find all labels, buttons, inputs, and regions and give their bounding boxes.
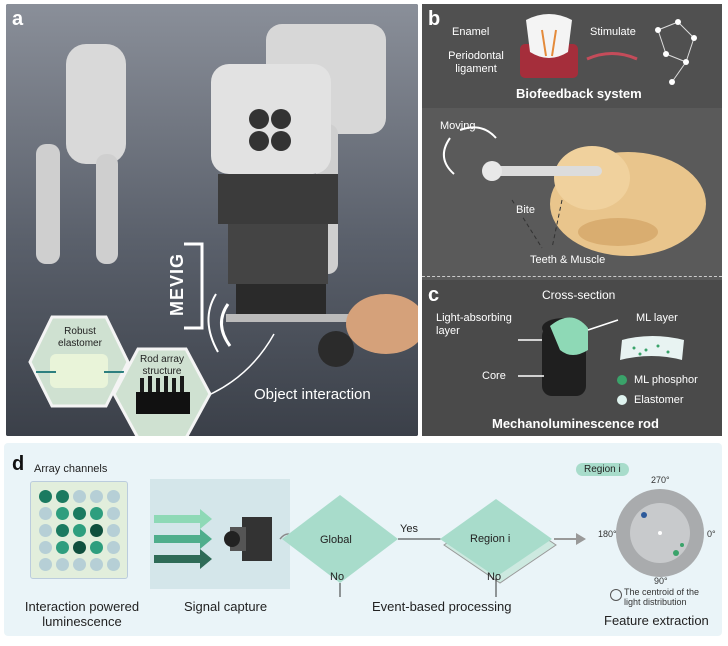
- signal-capture-label: Signal capture: [184, 599, 268, 614]
- array-channel: [56, 490, 69, 503]
- panel-c: c Cross-section Light-absorbing layer ML…: [422, 280, 722, 436]
- cross-section-label: Cross-section: [542, 288, 616, 302]
- tooth-illustration: [520, 14, 697, 85]
- elastomer-label: Elastomer: [634, 394, 684, 406]
- pipeline-diagram: [150, 479, 704, 597]
- ml-rod-illustration: [518, 317, 684, 405]
- region-diamond: [440, 499, 552, 577]
- angle-180: 180°: [598, 529, 617, 539]
- angle-0: 0°: [707, 529, 716, 539]
- biofeedback-title: Biofeedback system: [516, 86, 642, 101]
- array-channel: [107, 490, 120, 503]
- array-channel: [107, 558, 120, 571]
- array-channel: [56, 541, 69, 554]
- array-channel: [73, 490, 86, 503]
- core-label: Core: [482, 370, 506, 382]
- event-processing-label: Event-based processing: [372, 599, 512, 614]
- divider: [422, 276, 722, 277]
- rod-array-label: Rod array structure: [140, 354, 184, 377]
- moving-label: Moving: [440, 120, 476, 132]
- ml-layer-label: ML layer: [636, 312, 678, 324]
- array-channel: [39, 541, 52, 554]
- teeth-muscle-label: Teeth & Muscle: [530, 254, 606, 266]
- array-channel: [90, 541, 103, 554]
- angle-90: 90°: [654, 576, 668, 586]
- array-channels-grid: [30, 481, 128, 579]
- array-channel: [90, 507, 103, 520]
- array-channels-label: Array channels: [34, 463, 108, 475]
- region-i-label: Region i: [470, 533, 511, 545]
- panel-c-label: c: [428, 284, 440, 306]
- panel-b-dog: Moving Bite Teeth & Muscle: [422, 108, 722, 280]
- interaction-powered-label: Interaction powered luminescence: [24, 599, 140, 629]
- yes-label: Yes: [400, 523, 418, 535]
- array-channel: [73, 524, 86, 537]
- array-channel: [73, 541, 86, 554]
- arrow-1: [154, 509, 212, 529]
- robot-photo-illustration: [6, 4, 418, 436]
- array-channel: [56, 524, 69, 537]
- arrow-3: [154, 549, 212, 569]
- panel-a: a MEVIG Robust elastomer Rod array struc…: [6, 4, 418, 436]
- light-absorbing-label: Light-absorbing layer: [436, 312, 512, 337]
- array-channel: [56, 507, 69, 520]
- array-channel: [39, 507, 52, 520]
- object-interaction-label: Object interaction: [254, 386, 371, 403]
- region-tag: Region i: [576, 463, 629, 476]
- camera-body: [242, 517, 272, 561]
- global-diamond: [282, 495, 398, 583]
- array-channel: [90, 490, 103, 503]
- array-channel: [39, 558, 52, 571]
- array-channel: [107, 524, 120, 537]
- array-channel: [73, 507, 86, 520]
- arrow-2: [154, 529, 212, 549]
- centroid-marker: [610, 589, 622, 601]
- panel-b-label: b: [428, 8, 441, 30]
- panel-b-top: b Enamel Periodontal ligament Stimulate …: [422, 4, 722, 108]
- panel-a-label: a: [12, 8, 24, 30]
- ml-phosphor-label: ML phosphor: [634, 374, 698, 386]
- periodontal-label: Periodontal ligament: [448, 50, 504, 75]
- robust-elastomer-label: Robust elastomer: [58, 326, 102, 349]
- centroid-note: The centroid of the light distribution: [624, 587, 700, 607]
- feature-extraction-label: Feature extraction: [604, 613, 709, 628]
- panel-d-label: d: [12, 453, 25, 475]
- dog-illustration: [443, 126, 706, 256]
- array-channel: [90, 558, 103, 571]
- no-label-1: No: [330, 571, 345, 583]
- array-channel: [56, 558, 69, 571]
- no-label-2: No: [487, 571, 502, 583]
- global-label: Global: [320, 534, 352, 546]
- panel-d: d Array channels Interaction powered lum…: [4, 443, 722, 636]
- bite-label: Bite: [514, 204, 537, 216]
- array-channel: [107, 541, 120, 554]
- array-channel: [39, 524, 52, 537]
- array-channel: [73, 558, 86, 571]
- array-channel: [90, 524, 103, 537]
- array-channel: [39, 490, 52, 503]
- mevig-label: MEVIG: [167, 252, 188, 317]
- stimulate-label: Stimulate: [590, 26, 636, 38]
- array-channel: [107, 507, 120, 520]
- ml-rod-title: Mechanoluminescence rod: [492, 416, 659, 431]
- enamel-label: Enamel: [452, 26, 490, 38]
- angle-270: 270°: [651, 475, 670, 485]
